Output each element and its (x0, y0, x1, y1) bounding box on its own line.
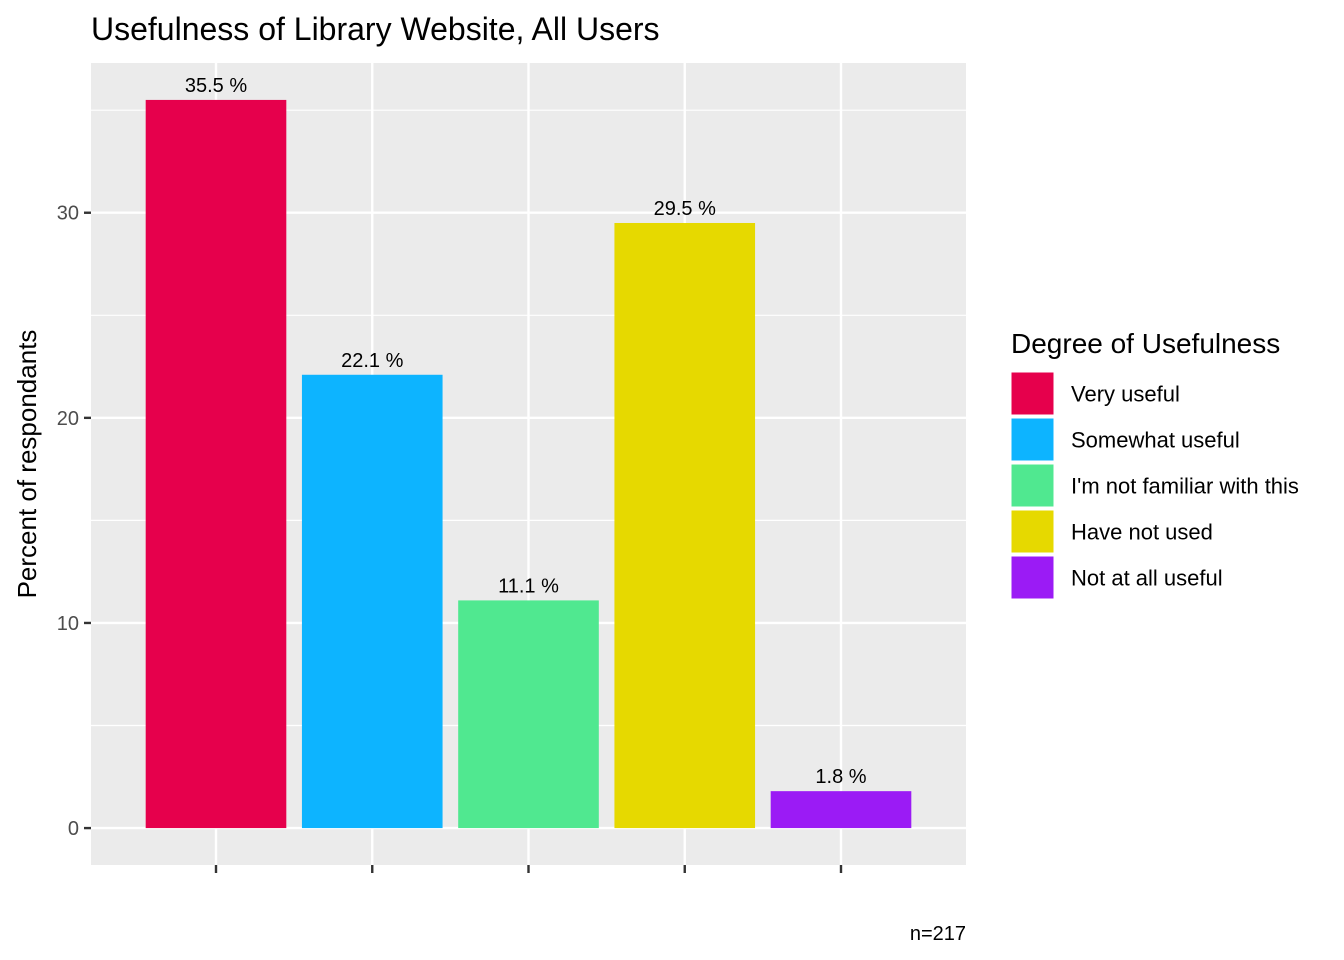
legend-key-3 (1010, 463, 1055, 508)
data-label-2: 22.1 % (341, 350, 403, 372)
legend-label-5: Not at all useful (1071, 566, 1223, 591)
bar-1 (145, 99, 287, 829)
legend: Degree of Usefulness Very useful Somewhat… (1010, 328, 1299, 600)
data-label-4: 29.5 % (654, 198, 716, 220)
y-tick-label: 30 (57, 203, 79, 225)
y-tick-label: 0 (68, 818, 79, 840)
legend-key-2 (1010, 417, 1055, 462)
bar-3 (458, 600, 599, 829)
data-label-1: 35.5 % (185, 75, 247, 97)
legend-label-4: Have not used (1071, 520, 1213, 545)
legend-title: Degree of Usefulness (1011, 328, 1280, 359)
bar-2 (301, 374, 443, 829)
chart-title: Usefulness of Library Website, All Users (91, 11, 660, 47)
bar-5 (770, 791, 912, 829)
y-tick-label: 20 (57, 408, 79, 430)
bar-4 (614, 222, 756, 829)
legend-key-4 (1010, 509, 1055, 554)
data-label-3: 11.1 % (498, 575, 559, 597)
legend-key-5 (1010, 555, 1055, 600)
legend-label-1: Very useful (1071, 382, 1180, 407)
legend-label-2: Somewhat useful (1071, 428, 1240, 453)
y-tick-label: 10 (57, 613, 79, 635)
caption: n=217 (910, 923, 966, 945)
bars (145, 99, 912, 829)
legend-key-1 (1010, 371, 1055, 416)
data-labels: 35.5 % 22.1 % 11.1 % 29.5 % 1.8 % (185, 75, 867, 788)
axes: 0 10 20 30 (57, 203, 843, 873)
data-label-5: 1.8 % (815, 766, 866, 788)
y-axis-label: Percent of respondants (12, 330, 42, 599)
legend-label-3: I'm not familiar with this (1071, 474, 1299, 499)
